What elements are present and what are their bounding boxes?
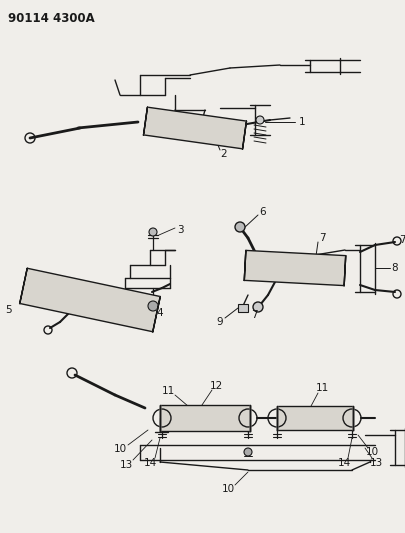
Text: 10: 10 bbox=[365, 447, 379, 457]
Text: 7: 7 bbox=[399, 235, 405, 245]
Circle shape bbox=[235, 222, 245, 232]
Circle shape bbox=[149, 228, 157, 236]
Text: 13: 13 bbox=[119, 460, 132, 470]
Text: 6: 6 bbox=[260, 207, 266, 217]
Text: 5: 5 bbox=[5, 305, 11, 315]
Text: 3: 3 bbox=[177, 225, 183, 235]
Polygon shape bbox=[277, 406, 353, 430]
Polygon shape bbox=[153, 296, 160, 332]
Text: 7: 7 bbox=[319, 233, 325, 243]
Text: 90114 4300A: 90114 4300A bbox=[8, 12, 95, 25]
Polygon shape bbox=[20, 268, 160, 332]
Text: 14: 14 bbox=[337, 458, 351, 468]
Text: 11: 11 bbox=[315, 383, 328, 393]
Text: 11: 11 bbox=[161, 386, 175, 396]
Polygon shape bbox=[238, 304, 248, 312]
Circle shape bbox=[256, 116, 264, 124]
Circle shape bbox=[253, 302, 263, 312]
Text: 7: 7 bbox=[251, 310, 257, 320]
Polygon shape bbox=[160, 405, 250, 431]
Polygon shape bbox=[20, 268, 27, 303]
Text: 12: 12 bbox=[209, 381, 223, 391]
Polygon shape bbox=[244, 251, 246, 280]
Polygon shape bbox=[244, 251, 346, 286]
Text: 14: 14 bbox=[143, 458, 157, 468]
Text: 1: 1 bbox=[298, 117, 305, 127]
Polygon shape bbox=[143, 107, 147, 135]
Polygon shape bbox=[344, 256, 346, 286]
Text: 9: 9 bbox=[217, 317, 223, 327]
Polygon shape bbox=[143, 107, 247, 149]
Text: 10: 10 bbox=[113, 444, 126, 454]
Text: 4: 4 bbox=[157, 308, 163, 318]
Text: 2: 2 bbox=[221, 149, 227, 159]
Text: 8: 8 bbox=[392, 263, 398, 273]
Circle shape bbox=[244, 448, 252, 456]
Circle shape bbox=[148, 301, 158, 311]
Text: 10: 10 bbox=[222, 484, 234, 494]
Polygon shape bbox=[243, 121, 247, 149]
Text: 13: 13 bbox=[369, 458, 383, 468]
